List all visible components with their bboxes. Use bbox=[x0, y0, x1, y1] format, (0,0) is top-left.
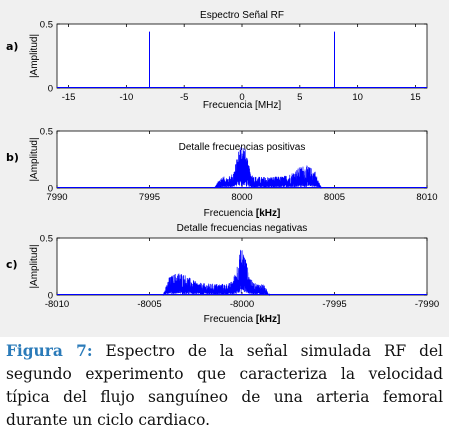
x-tick-label: 8010 bbox=[416, 192, 437, 203]
x-tick-label: -7995 bbox=[322, 299, 346, 310]
x-tick-label: -8010 bbox=[45, 299, 69, 310]
x-tick-label: 10 bbox=[352, 92, 363, 103]
x-tick-label: 0 bbox=[239, 92, 244, 103]
x-axis-label: Frecuencia [kHz] bbox=[204, 314, 281, 325]
spectrum-figure: Espectro Señal RF a) |Amplitud| -15 -10 -5 0 5 1… bbox=[6, 10, 439, 325]
chart-title: Detalle frecuencias negativas bbox=[177, 223, 308, 234]
x-tick-label: -10 bbox=[120, 92, 134, 103]
caption-label: Figura 7: bbox=[6, 342, 93, 360]
x-tick-label: 15 bbox=[410, 92, 421, 103]
figure-caption: Figura 7: Espectro de la señal simulada … bbox=[6, 340, 443, 432]
y-axis-label: |Amplitud| bbox=[29, 34, 40, 78]
caption-text: Espectro de la señal simulada RF del seg… bbox=[6, 342, 443, 429]
y-tick-label: 0.5 bbox=[40, 20, 53, 31]
x-axis-label: Frecuencia [MHz] bbox=[203, 100, 282, 111]
x-tick-label: -5 bbox=[180, 92, 188, 103]
x-axis-unit: [kHz] bbox=[256, 208, 280, 219]
panel-label: a) bbox=[6, 40, 18, 53]
axes-3: Detalle frecuencias negativas c) |Amplitud… bbox=[6, 223, 439, 325]
x-tick-label: 7995 bbox=[139, 192, 160, 203]
chart-title: Detalle frecuencias positivas bbox=[179, 142, 306, 153]
panel-label: c) bbox=[6, 258, 18, 271]
chart-title: Espectro Señal RF bbox=[200, 10, 284, 21]
y-axis-label: |Amplitud| bbox=[29, 137, 40, 181]
x-tick-label: 8005 bbox=[324, 192, 345, 203]
x-tick-label: -8000 bbox=[230, 299, 254, 310]
y-tick-label: 0 bbox=[48, 84, 53, 95]
figure-panel: Espectro Señal RF a) |Amplitud| -15 -10 -5 0 5 1… bbox=[0, 0, 449, 337]
x-tick-label: 8000 bbox=[231, 192, 252, 203]
spectrum-series bbox=[214, 147, 322, 189]
y-tick-label: 0 bbox=[48, 184, 53, 195]
y-tick-label: 0.5 bbox=[40, 127, 53, 138]
panel-label: b) bbox=[6, 151, 19, 164]
y-axis-label: |Amplitud| bbox=[29, 244, 40, 288]
axes-2: Detalle frecuencias positivas b) |Amplitud… bbox=[6, 127, 438, 220]
y-tick-label: 0.5 bbox=[40, 234, 53, 245]
x-tick-label: -8005 bbox=[137, 299, 161, 310]
x-axis-label-text: Frecuencia bbox=[204, 314, 256, 325]
x-tick-label: -7990 bbox=[415, 299, 439, 310]
spectrum-series bbox=[162, 249, 270, 297]
x-tick-label: 5 bbox=[297, 92, 302, 103]
x-tick-label: 7990 bbox=[46, 192, 67, 203]
x-tick-label: -15 bbox=[62, 92, 76, 103]
x-axis-label: Frecuencia [kHz] bbox=[204, 208, 281, 219]
plot-area bbox=[56, 23, 428, 89]
y-tick-label: 0 bbox=[48, 291, 53, 302]
axes-1: Espectro Señal RF a) |Amplitud| -15 -10 -5 0 5 1… bbox=[6, 10, 428, 111]
x-axis-label-text: Frecuencia bbox=[204, 208, 256, 219]
x-axis-unit: [kHz] bbox=[256, 314, 280, 325]
